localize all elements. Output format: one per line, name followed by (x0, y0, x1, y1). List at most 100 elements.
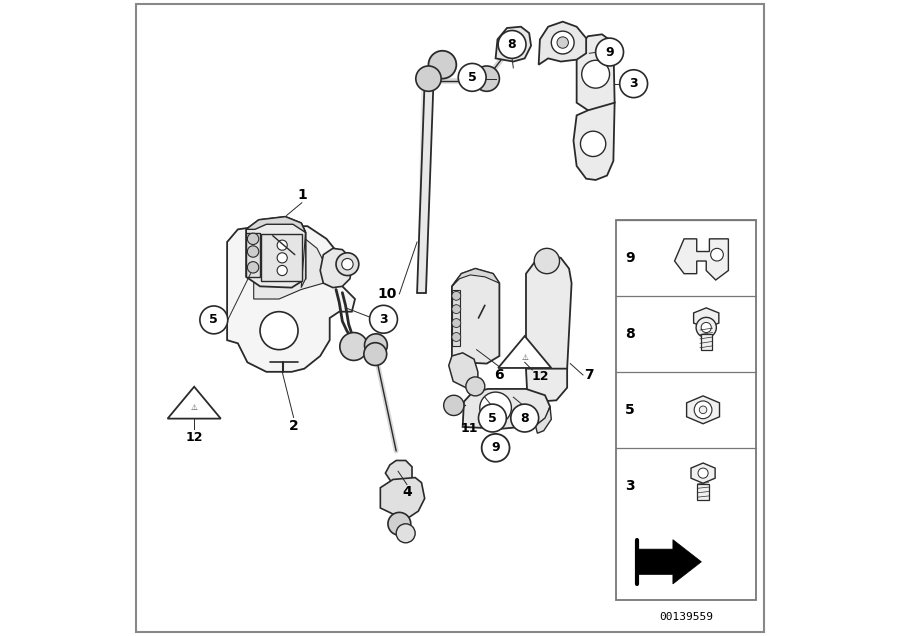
Polygon shape (577, 34, 615, 110)
Circle shape (580, 131, 606, 156)
Polygon shape (675, 239, 728, 280)
Text: 9: 9 (491, 441, 500, 454)
Polygon shape (691, 463, 716, 483)
Text: 9: 9 (606, 46, 614, 59)
Polygon shape (246, 217, 306, 233)
Circle shape (466, 377, 485, 396)
Circle shape (452, 319, 461, 328)
Polygon shape (463, 389, 550, 429)
Circle shape (596, 38, 624, 66)
Text: 4: 4 (402, 485, 412, 499)
Circle shape (480, 392, 511, 424)
Polygon shape (246, 217, 306, 287)
Circle shape (508, 41, 518, 51)
Polygon shape (687, 396, 719, 424)
Circle shape (452, 291, 461, 300)
Circle shape (364, 343, 387, 366)
Polygon shape (320, 248, 352, 287)
Text: 8: 8 (508, 38, 517, 51)
Circle shape (557, 37, 569, 48)
Circle shape (248, 261, 259, 273)
Circle shape (364, 334, 387, 357)
Text: 5: 5 (488, 411, 497, 425)
Circle shape (248, 233, 259, 245)
Text: 8: 8 (520, 411, 529, 425)
Text: 9: 9 (625, 251, 634, 265)
Circle shape (444, 395, 464, 415)
Circle shape (428, 51, 456, 79)
Polygon shape (254, 236, 323, 299)
Circle shape (694, 401, 712, 418)
Circle shape (396, 524, 415, 543)
Circle shape (511, 404, 539, 432)
Text: 12: 12 (185, 431, 202, 443)
Circle shape (535, 248, 560, 273)
Text: 10: 10 (377, 287, 396, 301)
Circle shape (701, 322, 711, 333)
Text: ⚠: ⚠ (191, 403, 198, 413)
Polygon shape (385, 460, 412, 486)
Text: 5: 5 (468, 71, 476, 84)
Circle shape (498, 31, 526, 59)
Circle shape (581, 60, 609, 88)
Text: 7: 7 (584, 368, 594, 382)
Circle shape (248, 245, 259, 257)
Text: 3: 3 (625, 479, 634, 493)
Circle shape (458, 64, 486, 92)
Polygon shape (302, 223, 306, 287)
Polygon shape (498, 336, 552, 368)
Polygon shape (452, 268, 500, 364)
Circle shape (711, 248, 724, 261)
Polygon shape (381, 478, 425, 518)
Circle shape (416, 66, 441, 92)
Circle shape (479, 404, 507, 432)
Circle shape (342, 258, 353, 270)
Bar (616, 220, 757, 600)
Polygon shape (694, 308, 719, 328)
Polygon shape (526, 254, 572, 377)
Circle shape (482, 434, 509, 462)
Circle shape (452, 333, 461, 342)
Circle shape (552, 31, 574, 54)
Text: 5: 5 (625, 403, 634, 417)
Text: 2: 2 (289, 418, 299, 432)
Polygon shape (539, 22, 586, 65)
Polygon shape (637, 539, 701, 584)
Polygon shape (536, 406, 552, 433)
Circle shape (370, 305, 398, 333)
Circle shape (388, 513, 410, 536)
Text: 11: 11 (460, 422, 478, 435)
Bar (261, 234, 302, 281)
Polygon shape (452, 268, 500, 286)
Text: 12: 12 (531, 370, 549, 383)
Polygon shape (227, 226, 355, 372)
Circle shape (260, 312, 298, 350)
Circle shape (336, 252, 359, 275)
Text: ⚠: ⚠ (521, 353, 528, 362)
Polygon shape (167, 387, 220, 418)
Circle shape (277, 265, 287, 275)
Circle shape (452, 305, 461, 314)
Polygon shape (246, 233, 260, 277)
Circle shape (277, 252, 287, 263)
Text: 3: 3 (379, 313, 388, 326)
Bar (698, 484, 709, 500)
Polygon shape (452, 289, 460, 347)
Polygon shape (449, 353, 478, 391)
Circle shape (474, 66, 500, 92)
Text: 1: 1 (297, 188, 307, 202)
Polygon shape (573, 102, 615, 180)
Polygon shape (526, 369, 567, 401)
Text: 00139559: 00139559 (659, 612, 713, 623)
Circle shape (503, 36, 524, 56)
Text: 5: 5 (210, 314, 218, 326)
Circle shape (696, 317, 716, 338)
Circle shape (699, 406, 707, 413)
Polygon shape (496, 27, 531, 62)
Text: 6: 6 (495, 368, 504, 382)
Circle shape (340, 333, 368, 361)
Text: 8: 8 (625, 327, 634, 341)
Bar (700, 334, 712, 350)
Text: 3: 3 (629, 77, 638, 90)
Circle shape (620, 70, 648, 98)
